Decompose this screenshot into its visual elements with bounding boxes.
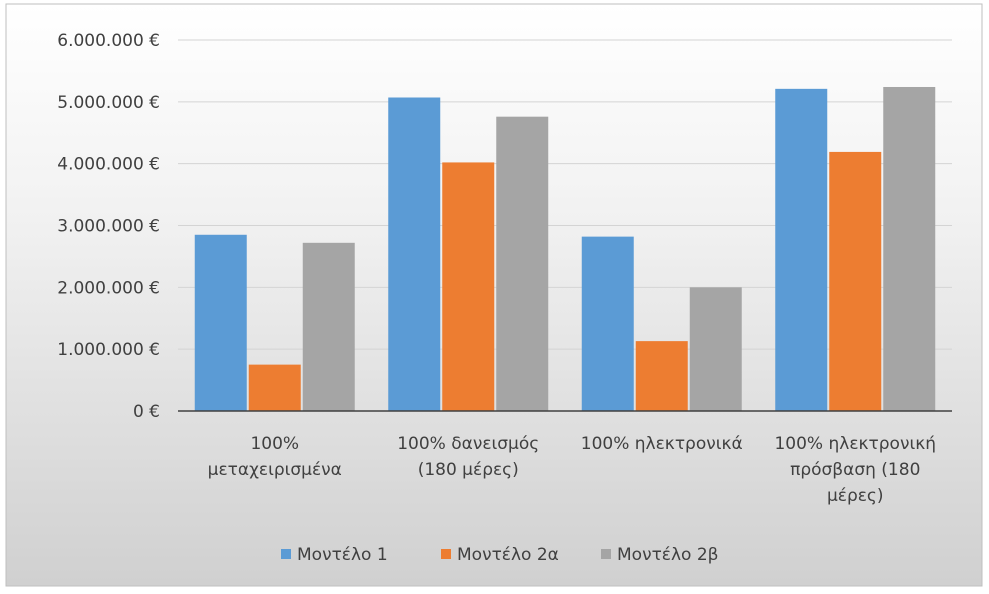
bar — [302, 242, 355, 411]
y-tick-label: 5.000.000 € — [57, 93, 160, 113]
x-tick-label: πρόσβαση (180 — [790, 460, 920, 480]
x-tick-label: (180 μέρες) — [418, 460, 519, 480]
y-tick-label: 4.000.000 € — [57, 155, 160, 175]
x-tick-label: 100% — [250, 434, 299, 454]
legend-swatch — [601, 549, 611, 559]
bar — [388, 97, 441, 411]
bar — [442, 162, 495, 411]
x-tick-label: 100% δανεισμός — [397, 434, 539, 454]
bar — [689, 287, 742, 411]
bar — [496, 116, 549, 411]
bar — [635, 341, 688, 411]
x-axis-labels: 100% μεταχειρισμένα 100% δανεισμός (180 μέρ… — [208, 434, 936, 506]
bar — [248, 364, 301, 411]
bar — [194, 234, 247, 411]
bar — [883, 86, 936, 411]
legend: Μοντέλο 1 Μοντέλο 2α Μοντέλο 2β — [281, 545, 719, 565]
y-axis-ticks: 0 € 1.000.000 € 2.000.000 € 3.000.000 € 4.00… — [57, 31, 160, 422]
x-tick-label: μεταχειρισμένα — [208, 460, 342, 480]
y-tick-label: 3.000.000 € — [57, 217, 160, 237]
y-tick-label: 6.000.000 € — [57, 31, 160, 51]
y-tick-label: 0 € — [133, 402, 160, 422]
x-tick-label: 100% ηλεκτρονικά — [581, 434, 743, 454]
legend-label: Μοντέλο 2α — [457, 545, 559, 565]
legend-label: Μοντέλο 1 — [297, 545, 388, 565]
bar — [581, 236, 634, 411]
x-tick-label: μέρες) — [827, 486, 884, 506]
bar — [775, 88, 828, 412]
y-tick-label: 1.000.000 € — [57, 340, 160, 360]
bars — [194, 86, 936, 412]
legend-label: Μοντέλο 2β — [617, 545, 719, 565]
legend-swatch — [281, 549, 291, 559]
bar — [829, 151, 882, 411]
legend-swatch — [441, 549, 451, 559]
y-tick-label: 2.000.000 € — [57, 278, 160, 298]
x-tick-label: 100% ηλεκτρονική — [774, 434, 936, 454]
